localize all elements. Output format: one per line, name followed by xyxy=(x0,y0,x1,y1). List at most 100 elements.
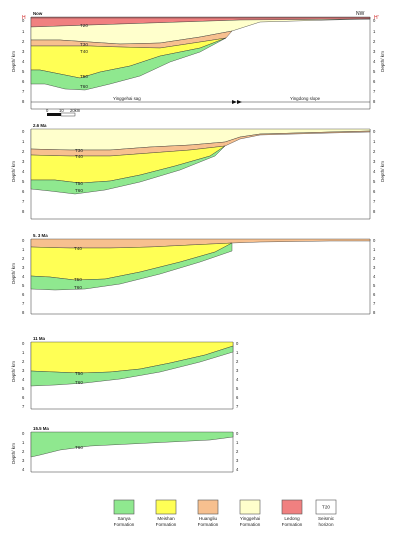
depth-tick: 1 xyxy=(22,247,25,252)
depth-tick: 0 xyxy=(22,341,25,346)
legend-swatch-yinggehai xyxy=(239,499,261,515)
panel-title-2-6-ma: 2.6 Ma xyxy=(33,123,47,128)
depth-tick-right: 5 xyxy=(373,69,376,74)
scale-label-end: 20km xyxy=(70,108,81,113)
depth-tick-right: 6 xyxy=(373,292,376,297)
legend-label-line2: Formation xyxy=(156,522,177,527)
depth-tick-right: 6 xyxy=(236,395,239,400)
horizon-label: T30 xyxy=(80,42,88,47)
horizon-label: T60 xyxy=(74,285,82,290)
depth-tick: 1 xyxy=(22,139,25,144)
scale-bar: 0 10 20km xyxy=(46,108,81,117)
depth-tick-right: 7 xyxy=(373,199,376,204)
horizon-label: T40 xyxy=(75,154,83,159)
panel-title-11-ma: 11 Ma xyxy=(33,336,46,341)
depth-tick: 3 xyxy=(22,368,25,373)
legend: Sanya Formation Meishan Formation Huangl… xyxy=(113,499,337,527)
legend-label-line1: Meishan xyxy=(157,516,175,521)
depth-tick-right: 1 xyxy=(236,440,239,445)
depth-tick: 6 xyxy=(22,395,25,400)
region-label-yingdong-slope: Yingdong slope xyxy=(290,96,321,101)
depth-tick-right: 1 xyxy=(373,247,376,252)
depth-tick: 6 xyxy=(22,292,25,297)
sanya-formation-layer xyxy=(30,242,233,291)
legend-label-line1: Seismic xyxy=(318,516,335,521)
depth-tick: 2 xyxy=(22,39,25,44)
horizon-label: T40 xyxy=(80,49,88,54)
legend-label-line2: Formation xyxy=(282,522,303,527)
depth-tick-right: 2 xyxy=(373,149,376,154)
depth-axis-label: Depth/ km xyxy=(11,51,16,72)
depth-axis-label: Depth/ km xyxy=(11,263,16,284)
depth-tick-right: 5 xyxy=(373,283,376,288)
depth-tick: 3 xyxy=(22,458,25,463)
depth-tick-right: 4 xyxy=(373,274,376,279)
depth-tick-right: 4 xyxy=(236,377,239,382)
depth-tick: 0 xyxy=(22,431,25,436)
legend-swatch-sanya xyxy=(113,499,135,515)
panel-title-now: Now xyxy=(33,11,43,16)
depth-tick: 0 xyxy=(22,129,25,134)
region-label-yinggehai-sag: Yinggehai sag xyxy=(113,96,141,101)
horizon-label: T60 xyxy=(80,84,88,89)
depth-tick: 1 xyxy=(22,440,25,445)
depth-tick: 8 xyxy=(22,310,25,315)
depth-tick-right: 2 xyxy=(236,359,239,364)
depth-tick: 0 xyxy=(22,18,25,23)
section-panel-2-6-ma: 2.6 Ma T30 T40 T50 T60 0 1 2 3 4 5 6 7 8… xyxy=(11,123,385,220)
depth-tick: 5 xyxy=(22,386,25,391)
panel-title-5-3-ma: 5. 3 Ma xyxy=(33,233,48,238)
depth-tick-right: 2 xyxy=(373,39,376,44)
horizon-label: T60 xyxy=(75,380,83,385)
panel-title-15-5-ma: 15.5 Ma xyxy=(33,426,49,431)
depth-tick: 4 xyxy=(22,59,25,64)
legend-swatch-meishan xyxy=(155,499,177,515)
sanya-formation-layer xyxy=(30,345,234,387)
legend-label-line2: horizon xyxy=(318,522,334,527)
depth-tick: 7 xyxy=(22,89,25,94)
section-panel-11-ma: 11 Ma T50 T60 0 1 2 3 4 5 6 7 0 1 2 3 4 … xyxy=(11,336,239,410)
depth-tick-right: 6 xyxy=(373,189,376,194)
section-start-label: H xyxy=(22,15,26,21)
depth-tick: 2 xyxy=(22,449,25,454)
depth-tick: 7 xyxy=(22,199,25,204)
horizon-label: T20 xyxy=(80,23,88,28)
depth-tick: 5 xyxy=(22,179,25,184)
depth-tick: 2 xyxy=(22,149,25,154)
depth-tick: 1 xyxy=(22,29,25,34)
depth-tick-right: 5 xyxy=(373,179,376,184)
depth-tick-right: 3 xyxy=(373,49,376,54)
depth-tick-right: 8 xyxy=(373,310,376,315)
depth-tick: 1 xyxy=(22,350,25,355)
depth-tick-right: 7 xyxy=(373,89,376,94)
sanya-formation-layer xyxy=(30,431,234,458)
scale-label-zero: 0 xyxy=(46,108,49,113)
section-panel-now: Now H H' NW T20 T30 T40 T50 T60 0 1 2 3 … xyxy=(11,11,385,117)
depth-tick: 4 xyxy=(22,467,25,472)
depth-axis-label-right: Depth/ km xyxy=(380,161,385,182)
depth-tick: 8 xyxy=(22,209,25,214)
horizon-label: T50 xyxy=(75,181,83,186)
section-end-label: H' xyxy=(374,15,379,21)
depth-tick-right: 4 xyxy=(236,467,239,472)
north-west-label: NW xyxy=(356,11,365,17)
depth-tick: 2 xyxy=(22,256,25,261)
depth-tick: 5 xyxy=(22,283,25,288)
legend-label-line1: Yinggehai xyxy=(240,516,260,521)
legend-swatch-huangliu xyxy=(197,499,219,515)
depth-tick-right: 4 xyxy=(373,59,376,64)
depth-tick: 4 xyxy=(22,274,25,279)
depth-tick: 3 xyxy=(22,159,25,164)
depth-tick: 4 xyxy=(22,169,25,174)
depth-tick-right: 0 xyxy=(373,18,376,23)
sanya-formation-layer xyxy=(30,145,226,195)
depth-tick: 3 xyxy=(22,49,25,54)
legend-label-line2: Formation xyxy=(114,522,135,527)
depth-axis-label: Depth/ km xyxy=(11,161,16,182)
depth-tick: 4 xyxy=(22,377,25,382)
legend-swatch-ledong xyxy=(281,499,303,515)
legend-label-line2: Formation xyxy=(240,522,261,527)
depth-tick-right: 8 xyxy=(373,99,376,104)
section-panel-5-3-ma: 5. 3 Ma T40 T50 T60 0 1 2 3 4 5 6 7 8 0 … xyxy=(11,233,376,315)
